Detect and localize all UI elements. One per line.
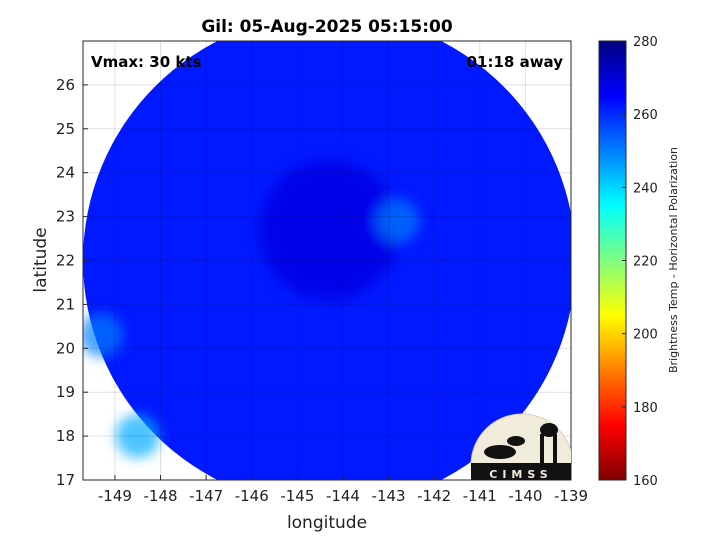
x-tick-label: -148	[144, 487, 178, 505]
y-tick-label: 25	[56, 120, 75, 138]
y-tick-label: 26	[56, 76, 75, 94]
y-tick-label: 21	[56, 295, 75, 313]
chart-title: Gil: 05-Aug-2025 05:15:00	[201, 17, 452, 37]
swath-texture	[83, 159, 420, 459]
y-tick-label: 22	[56, 252, 75, 270]
y-tick-label: 24	[56, 164, 75, 182]
colorbar-tick-label: 160	[633, 474, 658, 489]
colorbar-tick-label: 220	[633, 255, 658, 270]
y-tick-label: 17	[56, 471, 75, 489]
y-tick-label: 19	[56, 383, 75, 401]
y-tick-label: 20	[56, 339, 75, 357]
x-tick-label: -139	[554, 487, 588, 505]
colorbar-tick-label: 260	[633, 108, 658, 123]
logo-tower-right-leg	[553, 434, 557, 464]
colorbar: 160 180 200 220 240 260 280 Brightness Temp - …	[598, 35, 680, 489]
x-tick-label: -141	[463, 487, 497, 505]
feature-1	[115, 414, 160, 459]
colorbar-gradient	[598, 40, 627, 481]
colorbar-ticks: 160 180 200 220 240 260 280	[622, 35, 658, 489]
cold-center	[259, 159, 400, 300]
logo-tower-left-leg	[540, 434, 544, 464]
x-tick-label: -145	[280, 487, 314, 505]
logo-text: CIMSS	[489, 468, 552, 481]
x-tick-label: -146	[235, 487, 269, 505]
y-tick-label: 18	[56, 427, 75, 445]
time-away-annotation: 01:18 away	[467, 53, 564, 71]
x-axis-label: longitude	[287, 513, 367, 533]
logo-ground	[471, 463, 571, 480]
colorbar-label: Brightness Temp - Horizontal Polarizatio…	[667, 147, 680, 373]
colorbar-tick-label: 280	[633, 35, 658, 50]
colorbar-tick-label: 240	[633, 181, 658, 196]
colorbar-tick-label: 180	[633, 401, 658, 416]
y-tick-label: 23	[56, 208, 75, 226]
plot-area: -149 -148 -147 -146 -145 -144 -143 -142 -141 -140…	[56, 40, 588, 505]
feature-2	[83, 313, 124, 358]
x-tick-label: -140	[508, 487, 542, 505]
feature-0	[375, 198, 420, 243]
y-ticks: 17 18 19 20 21 22 23 24 25 26	[56, 76, 88, 489]
cimss-logo: CIMSS	[470, 413, 571, 481]
colorbar-tick-label: 200	[633, 328, 658, 343]
x-tick-label: -144	[326, 487, 360, 505]
y-axis-label: latitude	[31, 227, 51, 292]
logo-water-tower	[540, 423, 558, 437]
x-tick-label: -149	[98, 487, 132, 505]
vmax-annotation: Vmax: 30 kts	[91, 53, 201, 71]
x-tick-label: -147	[189, 487, 223, 505]
logo-satellite-dish	[484, 445, 516, 459]
x-tick-label: -143	[372, 487, 406, 505]
x-ticks: -149 -148 -147 -146 -145 -144 -143 -142 -141 -140…	[98, 475, 588, 505]
logo-satellite-dish-small	[507, 436, 525, 446]
brightness-temp-swath	[83, 41, 571, 480]
x-tick-label: -142	[417, 487, 451, 505]
